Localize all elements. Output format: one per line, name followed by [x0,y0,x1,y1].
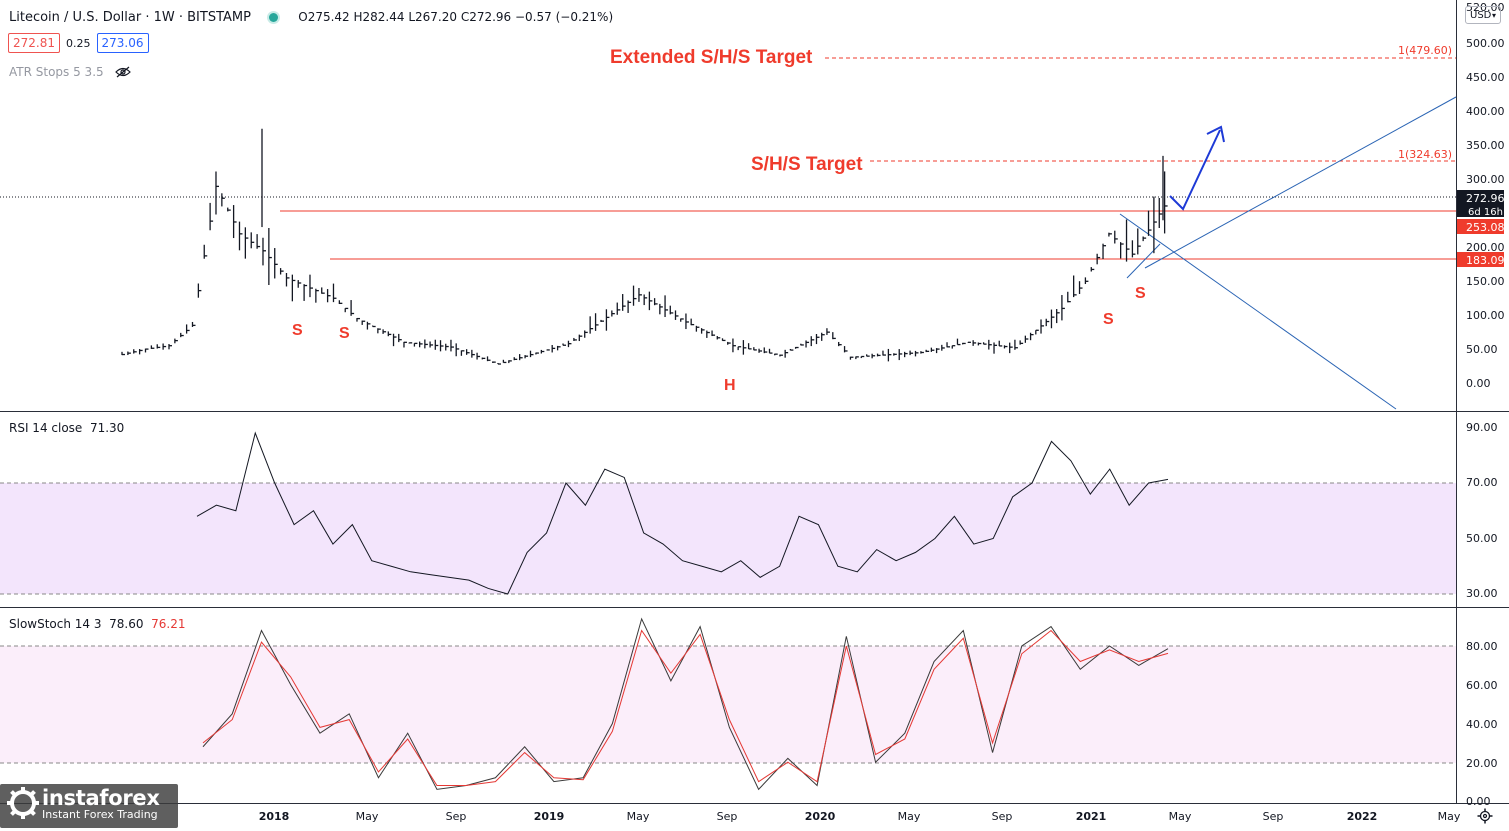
rsi-line [196,431,1169,595]
y-tick: 100.00 [1466,309,1505,322]
stoch-legend[interactable]: SlowStoch 14 3 78.60 76.21 [9,617,186,631]
y-tick: 500.00 [1466,37,1505,50]
rsi-tick: 90.00 [1466,421,1498,434]
extended-target-label: Extended S/H/S Target [610,47,813,68]
stoch-d-value: 76.21 [151,617,186,631]
x-tick: Sep [1263,810,1284,823]
stoch-tick: 0.00 [1466,795,1491,808]
extended-target-tag: 1(479.60) [1398,44,1452,57]
y-tick: 520.00 [1466,1,1505,14]
pattern-label-s1: S [292,322,303,339]
x-tick: May [898,810,921,823]
x-tick: 2022 [1347,810,1378,823]
price-bars [121,128,1168,365]
rsi-tick: 70.00 [1466,476,1498,489]
x-tick: Sep [717,810,738,823]
last-price-tag-bg [1457,190,1504,217]
indicator-label: ATR Stops 5 3.5 [9,65,104,79]
level-253-tag: 253.08 [1466,221,1505,234]
x-tick: 2021 [1076,810,1107,823]
stoch-k-value: 78.60 [109,617,144,631]
level-253-tag-bg [1457,219,1504,234]
pattern-labels: S S H S S [292,285,1146,394]
stoch-tick: 40.00 [1466,718,1498,731]
y-tick: 200.00 [1466,241,1505,254]
last-price-tag: 272.96 [1466,192,1505,205]
pattern-label-h: H [724,377,736,394]
price-axis: 520.00 500.00 450.00 400.00 350.00 300.0… [1466,1,1505,390]
symbol-title[interactable]: Litecoin / U.S. Dollar · 1W · BITSTAMP [9,10,251,25]
y-tick: 300.00 [1466,173,1505,186]
bid-price[interactable]: 272.81 [8,33,60,53]
stoch-axis: 80.00 60.00 40.00 20.00 0.00 [1466,640,1498,808]
stoch-tick: 20.00 [1466,757,1498,770]
ask-price[interactable]: 273.06 [96,33,149,53]
pattern-label-s4: S [1135,285,1146,302]
rsi-title: RSI 14 close [9,421,83,435]
instaforex-logo: instaforex Instant Forex Trading [6,786,160,821]
chevron-down-icon: ▾ [1491,11,1496,20]
price-tags: 272.96 6d 16h 253.08 183.09 [1457,190,1505,267]
spread-value: 0.25 [66,37,91,50]
x-tick: May [356,810,379,823]
symbol-header[interactable]: Litecoin / U.S. Dollar · 1W · BITSTAMP O… [9,10,613,25]
stoch-title: SlowStoch 14 3 [9,617,102,631]
y-tick: 0.00 [1466,377,1491,390]
currency-label: USD [1470,10,1492,21]
rsi-band [0,483,1456,594]
stoch-d-line [202,629,1169,786]
rsi-value: 71.30 [89,421,125,435]
x-tick: 2018 [259,810,290,823]
x-tick: May [1438,810,1461,823]
x-tick: May [1169,810,1192,823]
ohlc-readout: O275.42 H282.44 L267.20 C272.96 −0.57 (−… [298,10,614,24]
pattern-label-s2: S [339,325,350,342]
rsi-tick: 30.00 [1466,587,1498,600]
rsi-tick: 50.00 [1466,532,1498,545]
currency-select[interactable]: USD ▾ [1465,6,1501,24]
countdown-tag: 6d 16h [1468,207,1503,218]
pane-separators [0,0,1509,804]
x-tick: Sep [446,810,467,823]
logo-tagline: Instant Forex Trading [42,808,158,821]
trendlines [1119,96,1457,410]
projection-arrow [1169,125,1225,211]
level-183-tag: 183.09 [1466,254,1505,267]
bid-ask: 272.81 0.25 273.06 [8,33,149,53]
level-183-tag-bg [1457,252,1504,267]
x-tick: Sep [992,810,1013,823]
x-tick: May [627,810,650,823]
time-axis: 2018 May Sep 2019 May Sep 2020 May Sep 2… [259,810,1461,823]
logo-name: instaforex [42,786,160,810]
y-tick: 150.00 [1466,275,1505,288]
logo-gear-icon [7,787,39,819]
y-tick: 350.00 [1466,139,1505,152]
market-status-icon [269,13,279,22]
x-tick: 2019 [534,810,565,823]
stoch-tick: 80.00 [1466,640,1498,653]
stoch-tick: 60.00 [1466,679,1498,692]
shs-target-label: S/H/S Target [751,154,863,175]
hidden-eye-icon[interactable] [115,66,132,81]
shs-target-tag: 1(324.63) [1398,148,1452,161]
y-tick: 50.00 [1466,343,1498,356]
settings-gear-icon[interactable] [1477,808,1493,824]
y-tick: 450.00 [1466,71,1505,84]
pattern-label-s3: S [1103,311,1114,328]
indicator-legend[interactable]: ATR Stops 5 3.5 [9,65,132,81]
rsi-legend[interactable]: RSI 14 close 71.30 [9,421,124,435]
x-tick: 2020 [805,810,836,823]
rsi-axis: 90.00 70.00 50.00 30.00 [1466,421,1498,600]
logo-background [0,784,178,828]
y-tick: 400.00 [1466,105,1505,118]
stoch-band [0,646,1456,763]
